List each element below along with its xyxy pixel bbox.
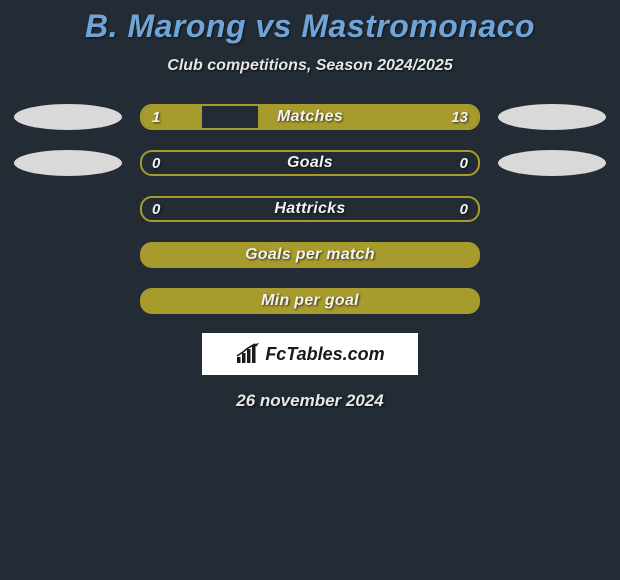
badge-text: FcTables.com (265, 344, 384, 365)
comparison-card: B. Marong vs Mastromonaco Club competiti… (0, 0, 620, 411)
stat-bar: Min per goal (140, 288, 480, 314)
player-oval-left (14, 150, 122, 176)
stat-bar: Goals per match (140, 242, 480, 268)
player-oval-right (498, 104, 606, 130)
stat-label: Min per goal (142, 290, 478, 312)
subtitle: Club competitions, Season 2024/2025 (0, 57, 620, 75)
stat-row: 113Matches (0, 103, 620, 131)
player-oval-right (498, 150, 606, 176)
stat-label: Goals per match (142, 244, 478, 266)
stat-label: Hattricks (142, 198, 478, 220)
source-badge[interactable]: FcTables.com (202, 333, 418, 375)
page-title: B. Marong vs Mastromonaco (0, 8, 620, 45)
stat-row: 00Hattricks (0, 195, 620, 223)
player-oval-left (14, 104, 122, 130)
badge-row: FcTables.com (0, 333, 620, 375)
date-label: 26 november 2024 (0, 391, 620, 411)
stat-bar: 00Goals (140, 150, 480, 176)
chart-icon (235, 343, 261, 365)
stat-bar: 113Matches (140, 104, 480, 130)
stat-label: Matches (142, 106, 478, 128)
stat-row: Min per goal (0, 287, 620, 315)
stat-bar: 00Hattricks (140, 196, 480, 222)
stat-row: Goals per match (0, 241, 620, 269)
stat-label: Goals (142, 152, 478, 174)
stat-row: 00Goals (0, 149, 620, 177)
stat-rows: 113Matches 00Goals 00Hattricks Goals per ma… (0, 103, 620, 315)
